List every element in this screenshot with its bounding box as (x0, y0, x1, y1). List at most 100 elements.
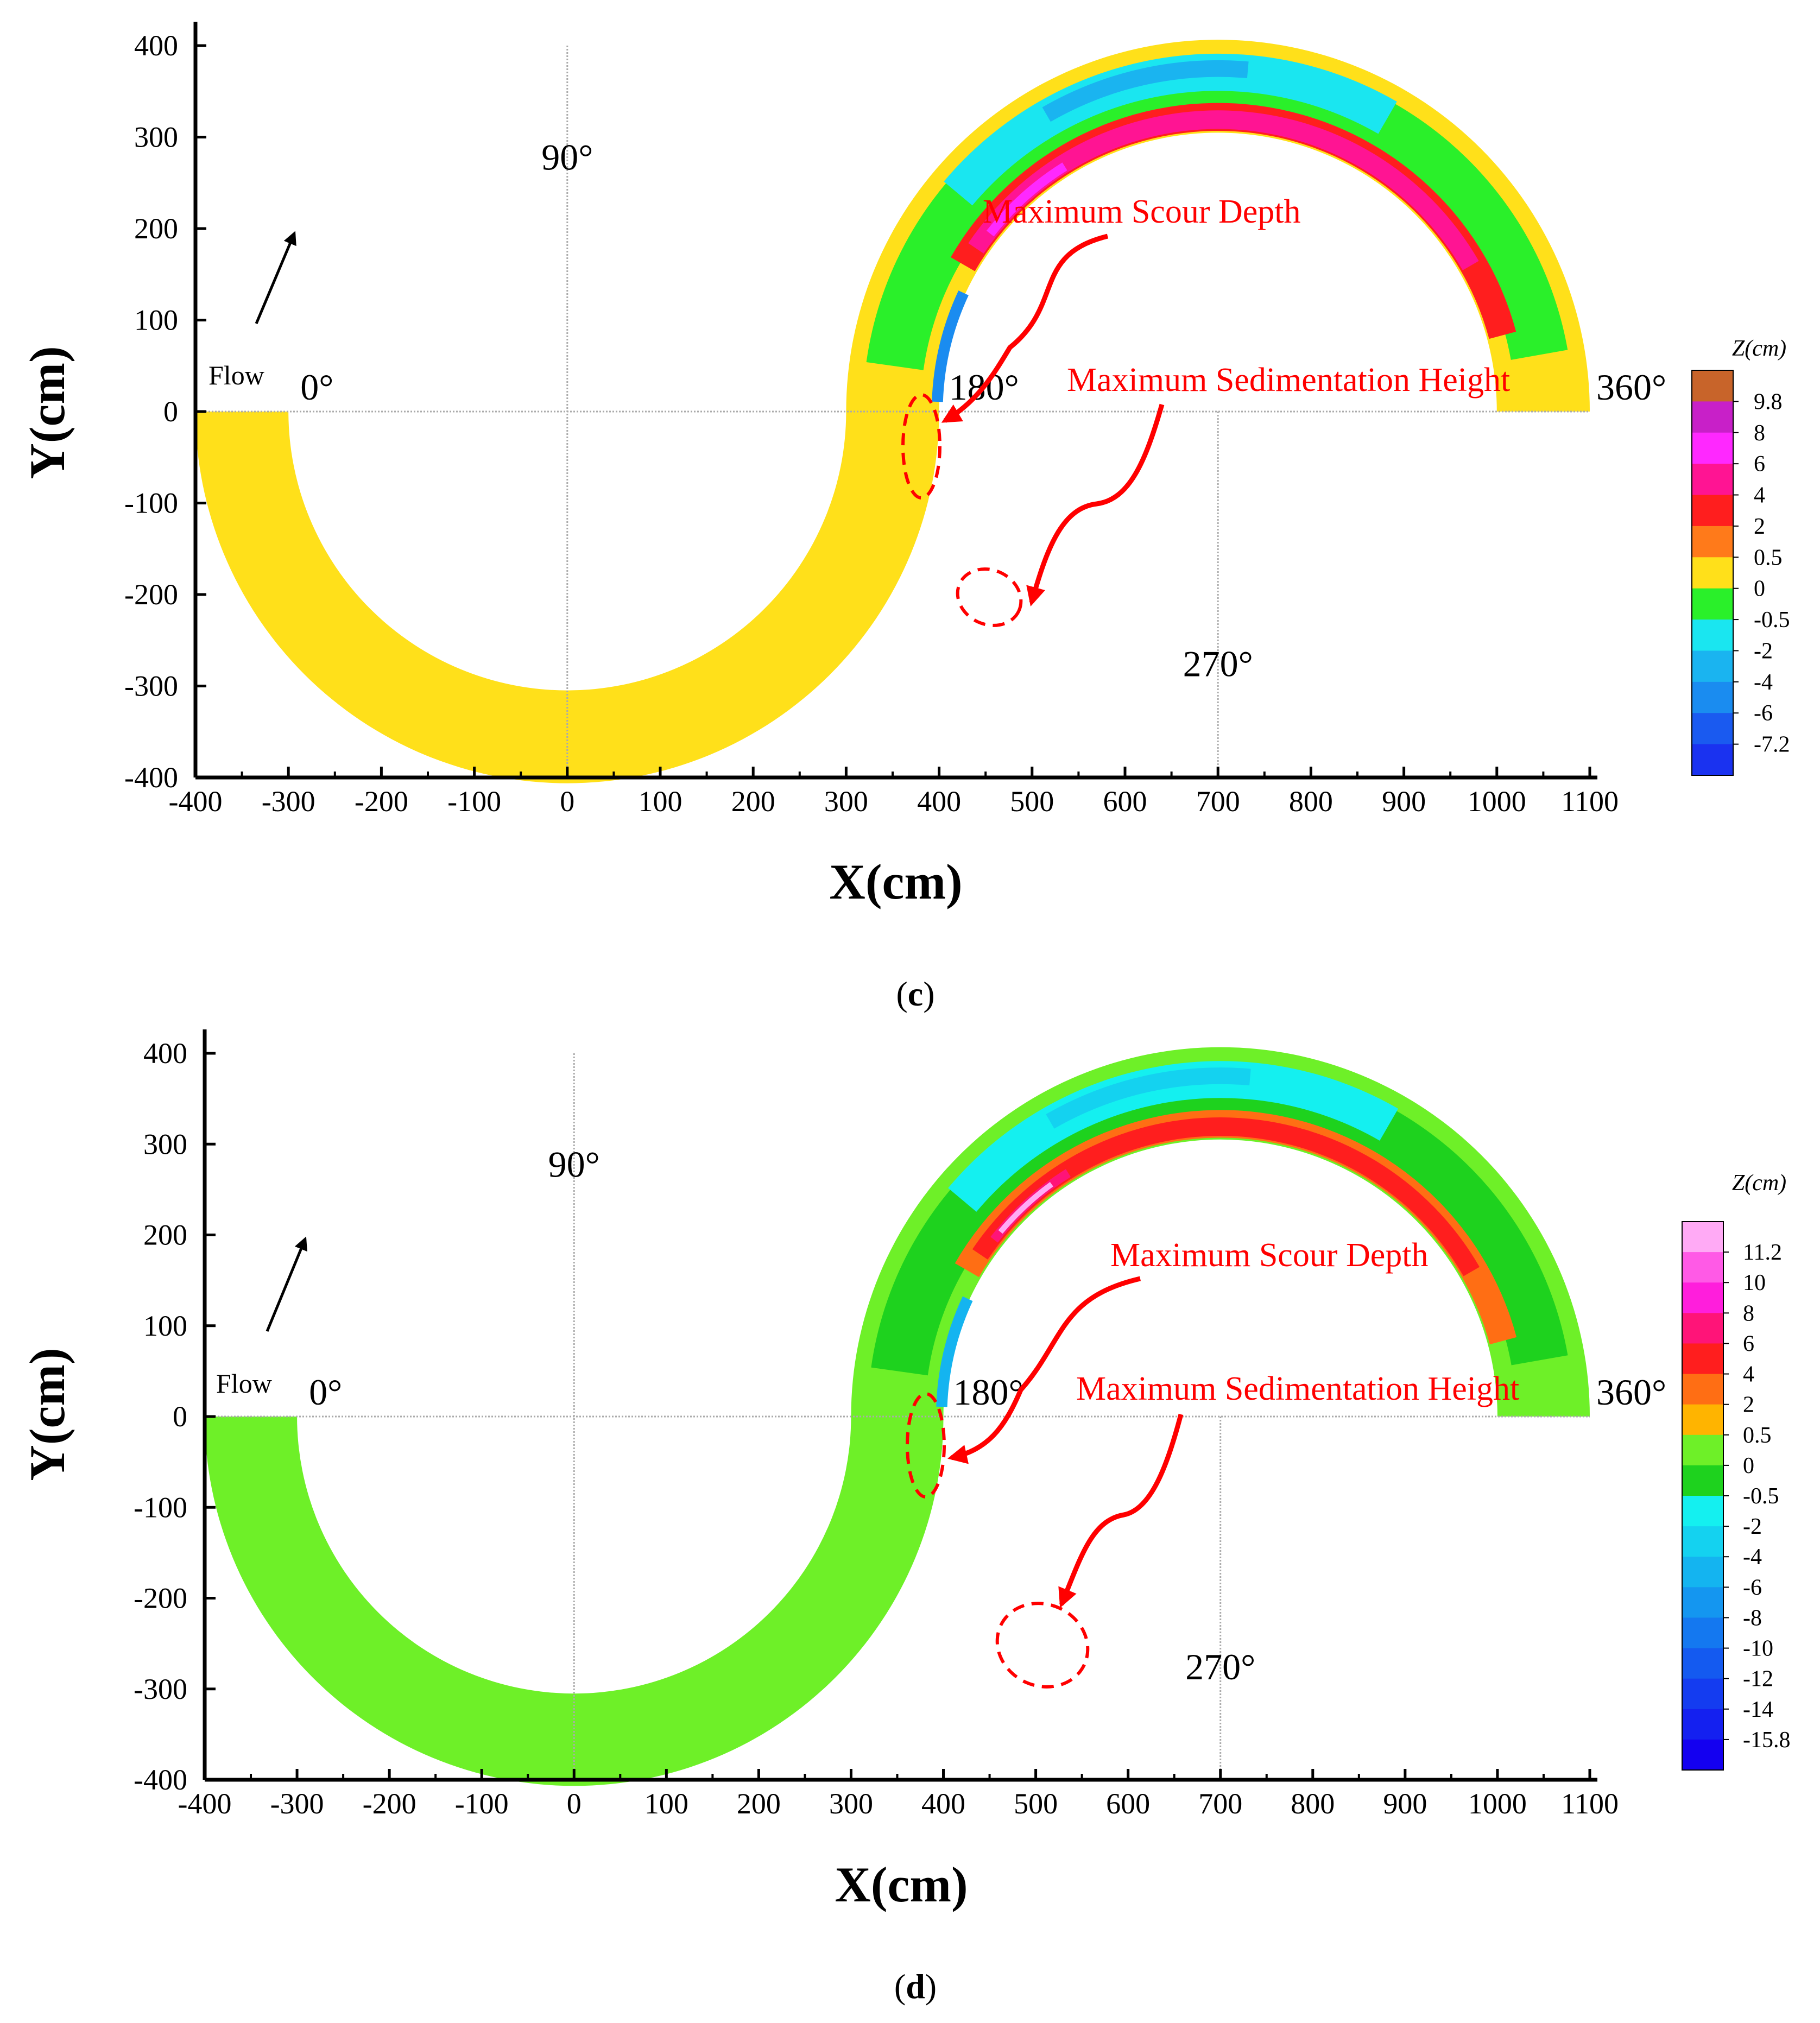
x-tick-label: 200 (731, 785, 775, 818)
colorbar-level-label: 9.8 (1754, 389, 1783, 414)
contour-band-red (972, 1117, 1480, 1276)
x-tick-label: 0 (560, 785, 574, 818)
flow-arrow (255, 231, 296, 324)
annotation-arrow-scour (947, 1276, 1141, 1464)
colorbar-swatch (1692, 526, 1733, 558)
y-tick-label: 200 (134, 212, 178, 245)
y-tick-label: 200 (143, 1219, 187, 1251)
colorbar-swatch (1682, 1648, 1723, 1679)
colorbar-swatch (1682, 1434, 1723, 1466)
channel-contour-map (205, 1047, 1590, 1786)
y-tick-label: -300 (134, 1673, 187, 1705)
scour-depth-ellipse (901, 393, 941, 500)
colorbar-level-label: 2 (1743, 1393, 1754, 1418)
panel-letter: d (906, 1967, 925, 2006)
contour-band-max (998, 1181, 1053, 1234)
colorbar-swatch (1682, 1252, 1723, 1283)
axes (193, 22, 1597, 780)
colorbar-level-label: 11.2 (1743, 1240, 1782, 1265)
x-tick-label: -100 (447, 785, 501, 818)
contour-band-deep-blue (1046, 1067, 1251, 1129)
x-tick-label: -100 (455, 1787, 509, 1820)
colorbar-swatch (1682, 1343, 1723, 1375)
axis-ticks: -400 -300 -200 -100 0 100 200 300 400 500 600 700 80… (134, 1037, 1619, 1820)
x-axis-label: X(cm) (835, 1857, 968, 1912)
x-tick-label: 800 (1289, 785, 1333, 818)
angle-label: 90° (541, 137, 593, 178)
colorbar: 9.8 8 6 4 2 0.5 0 -0.5 -2 -4 -6 -7.2 (1691, 370, 1790, 776)
x-tick-label: 1100 (1561, 785, 1619, 818)
axis-ticks: -400 -300 -200 -100 0 100 200 300 400 500 600 700 80… (124, 29, 1619, 818)
x-tick-label: 600 (1103, 785, 1147, 818)
x-tick-label: 800 (1291, 1787, 1335, 1820)
colorbar-swatch (1692, 495, 1733, 527)
colorbar-title: Z(cm) (1732, 336, 1786, 361)
channel-bend-1 (195, 412, 939, 783)
annotation-arrow-sedimentation (1026, 403, 1165, 606)
colorbar-swatch (1692, 557, 1733, 589)
colorbar-level-label: -2 (1743, 1514, 1762, 1539)
channel-contour-map (195, 40, 1590, 783)
colorbar-level-label: -4 (1754, 670, 1773, 695)
colorbar-swatch (1692, 619, 1733, 651)
x-tick-label: 100 (639, 785, 682, 818)
colorbar-swatch (1682, 1222, 1723, 1253)
colorbar-level-label: 0 (1743, 1453, 1754, 1478)
x-tick-label: 600 (1106, 1787, 1150, 1820)
colorbar-level-label: -12 (1743, 1667, 1773, 1692)
x-tick-label: 400 (917, 785, 961, 818)
y-tick-label: -400 (124, 761, 178, 794)
channel-bend-1 (205, 1417, 944, 1786)
angle-label: 0° (300, 366, 333, 408)
y-axis-label: Y(cm) (20, 346, 75, 479)
contour-band-peak (986, 162, 1067, 237)
y-tick-label: 100 (143, 1310, 187, 1342)
angle-label: 90° (548, 1143, 600, 1185)
y-tick-label: 300 (134, 121, 178, 154)
x-tick-label: -300 (262, 785, 315, 818)
panel-letter: c (908, 975, 923, 1013)
colorbar-level-label: 2 (1754, 514, 1765, 539)
colorbar-swatch (1692, 432, 1733, 464)
angle-label: 0° (309, 1371, 342, 1413)
x-tick-label: 300 (829, 1787, 873, 1820)
y-tick-label: -400 (134, 1763, 187, 1796)
colorbar-swatch (1692, 650, 1733, 682)
centerlines (205, 1053, 1590, 1780)
x-tick-label: 1100 (1561, 1787, 1619, 1820)
colorbar-swatch (1682, 1496, 1723, 1527)
colorbar-level-label: 4 (1743, 1362, 1754, 1387)
colorbar-swatch (1692, 588, 1733, 620)
scour-depth-ellipse (906, 1392, 946, 1499)
contour-band-scour (932, 290, 969, 402)
colorbar-level-label: 0 (1754, 577, 1765, 602)
colorbar-level-label: 10 (1743, 1270, 1766, 1295)
colorbar-level-label: -0.5 (1743, 1484, 1779, 1509)
colorbar-level-label: 6 (1754, 452, 1765, 477)
y-tick-label: 100 (134, 304, 178, 337)
colorbar-level-label: 8 (1743, 1301, 1754, 1326)
sedimentation-ellipse (956, 567, 1023, 627)
colorbar-swatch (1692, 681, 1733, 713)
x-tick-label: -400 (178, 1787, 232, 1820)
colorbar-swatch (1682, 1404, 1723, 1436)
colorbar: 11.2 10 8 6 4 2 0.5 0 -0.5 -2 -4 -6 -8 -10 -12 -14 -15.8 (1682, 1221, 1791, 1771)
colorbar-swatch (1692, 370, 1733, 402)
x-tick-label: 100 (644, 1787, 688, 1820)
x-tick-label: 500 (1014, 1787, 1058, 1820)
colorbar-swatch (1682, 1465, 1723, 1496)
x-tick-label: -400 (169, 785, 223, 818)
colorbar-swatch (1682, 1557, 1723, 1588)
colorbar-level-label: -7.2 (1754, 732, 1790, 757)
colorbar-swatch (1682, 1739, 1723, 1771)
angle-label: 360° (1596, 366, 1666, 408)
panel-label: (c) (896, 975, 934, 1013)
x-tick-label: 1000 (1468, 1787, 1527, 1820)
colorbar-level-label: -0.5 (1754, 608, 1790, 633)
angle-label: 270° (1183, 643, 1253, 685)
colorbar-frame (1691, 370, 1734, 776)
x-tick-label: -200 (355, 785, 408, 818)
flow-label: Flow (216, 1368, 272, 1399)
contour-band-red (968, 110, 1479, 270)
x-tick-label: 900 (1382, 785, 1426, 818)
